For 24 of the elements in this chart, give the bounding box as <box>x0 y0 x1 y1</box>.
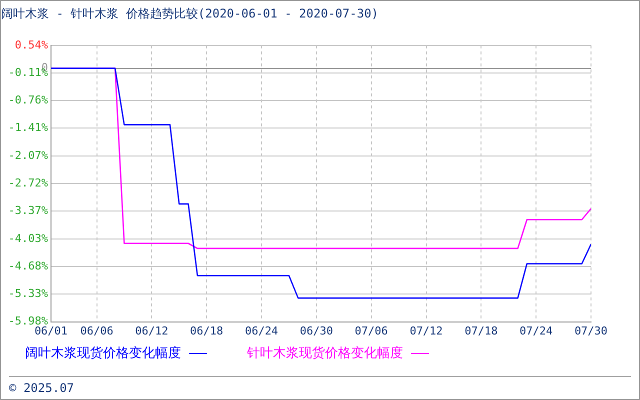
x-tick-label: 07/30 <box>574 324 608 338</box>
y-tick-label: -4.68% <box>8 260 48 273</box>
legend-label: 针叶木浆现货价格变化幅度 <box>247 345 403 362</box>
y-tick-label: -4.03% <box>8 232 48 245</box>
y-tick-label: -0.76% <box>8 93 48 106</box>
x-tick-label: 06/12 <box>135 324 168 338</box>
x-tick-label: 07/12 <box>410 324 443 338</box>
x-tick-label: 06/30 <box>300 324 333 338</box>
x-tick-label: 06/24 <box>244 324 278 338</box>
y-tick-label: 0.54% <box>14 38 48 52</box>
x-tick-label: 06/06 <box>80 324 114 338</box>
text: © 2025.07 <box>9 381 74 395</box>
y-tick-label: -3.37% <box>8 204 48 218</box>
legend-label: 阔叶木浆现货价格变化幅度 <box>25 345 181 362</box>
x-tick-label: 07/24 <box>520 324 554 338</box>
y-tick-label: -2.07% <box>8 148 48 162</box>
y-tick-label: -1.41% <box>8 120 48 134</box>
x-tick-label: 07/18 <box>464 324 498 338</box>
y-tick-label: -2.72% <box>8 176 48 190</box>
x-tick-label: 06/01 <box>34 324 68 338</box>
chart-title: 阔叶木浆 - 针叶木浆 价格趋势比较(2020-06-01 - 2020-07-30) <box>1 6 379 20</box>
y-tick-label: -5.33% <box>8 287 48 300</box>
x-tick-label: 07/06 <box>354 324 388 338</box>
x-tick-label: 06/18 <box>190 324 224 338</box>
